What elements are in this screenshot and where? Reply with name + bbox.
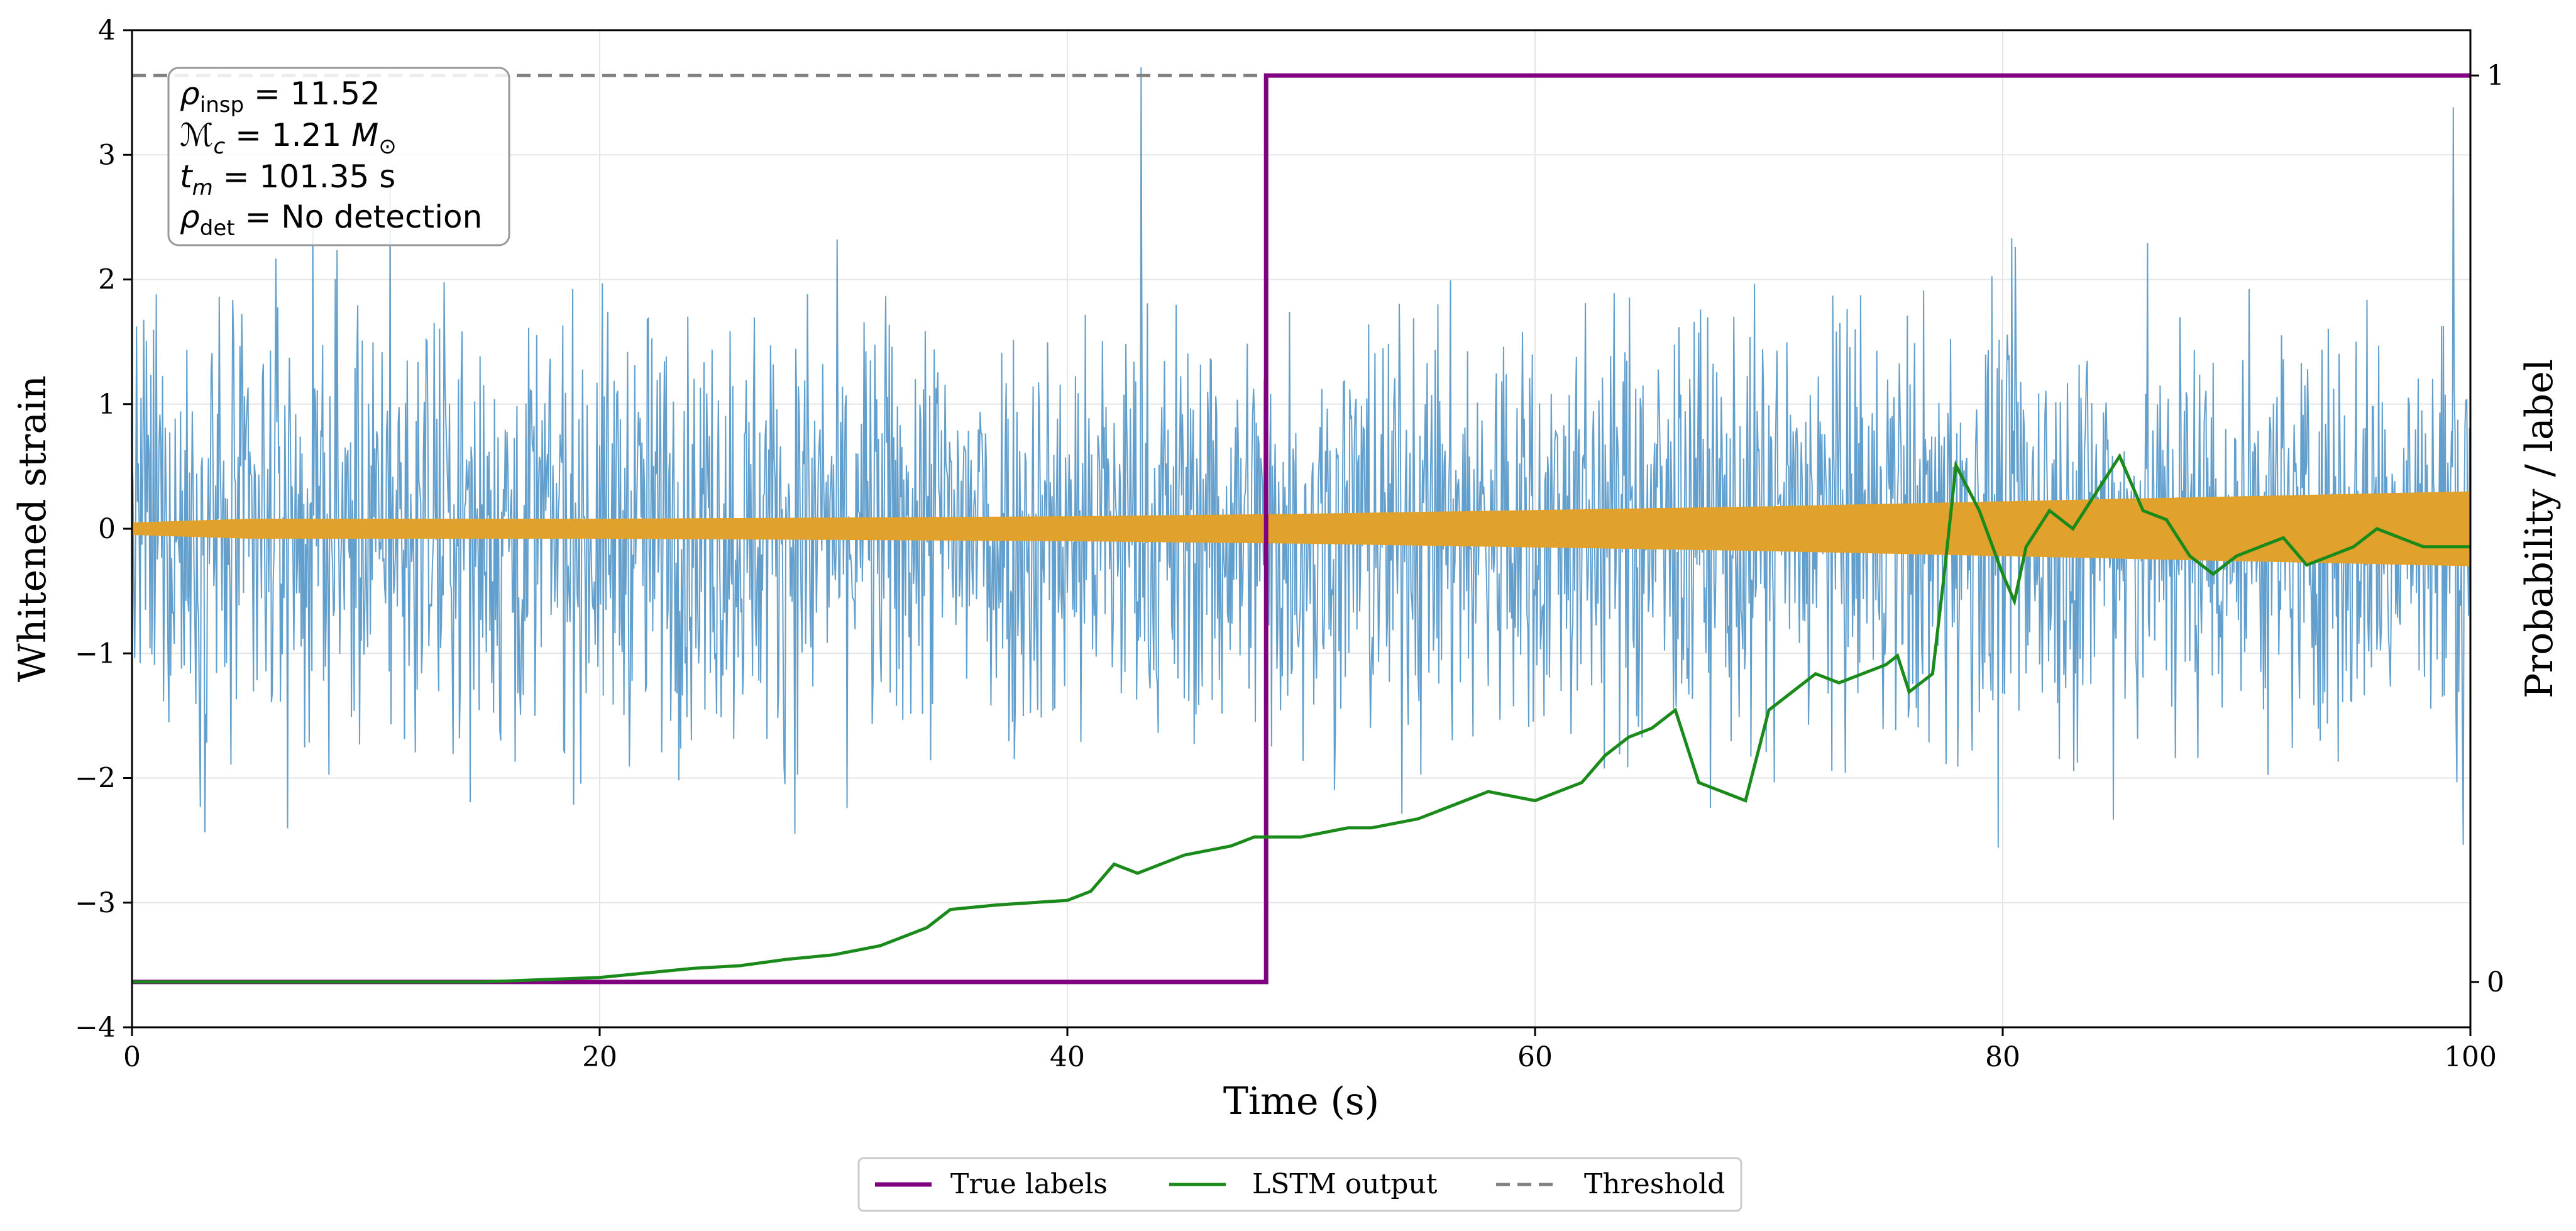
x-tick-label: 100 bbox=[2444, 1041, 2497, 1073]
x-axis-title: Time (s) bbox=[1223, 1079, 1379, 1123]
y-left-tick-label: 2 bbox=[98, 264, 116, 296]
y-left-tick-label: −4 bbox=[75, 1012, 116, 1044]
y-left-tick-label: −3 bbox=[75, 887, 116, 919]
annotation-rho-det: ρdet = No detection bbox=[180, 199, 482, 241]
y-left-tick-label: 1 bbox=[98, 389, 116, 421]
series-true-labels bbox=[132, 73, 2470, 985]
y-axis-right: 01 bbox=[2470, 60, 2504, 998]
y-left-tick-label: −1 bbox=[75, 638, 116, 670]
annotation-merger-time: tm = 101.35 s bbox=[180, 158, 395, 201]
legend-label-lstm-output: LSTM output bbox=[1252, 1168, 1438, 1200]
legend-item-lstm-output: LSTM output bbox=[1169, 1168, 1438, 1200]
x-axis: 0 20 40 60 80 100 bbox=[123, 1027, 2497, 1073]
annotation-box: ρinsp = 11.52 ℳc = 1.21 M⊙ tm = 101.35 s… bbox=[167, 67, 510, 246]
y-left-tick-label: 4 bbox=[98, 14, 116, 47]
annotation-frame bbox=[167, 67, 510, 246]
x-tick-label: 20 bbox=[582, 1041, 617, 1073]
y-left-tick-label: −2 bbox=[75, 763, 116, 795]
plot-area bbox=[132, 67, 2470, 985]
x-tick-label: 60 bbox=[1517, 1041, 1553, 1073]
legend-label-threshold: Threshold bbox=[1584, 1168, 1725, 1200]
y-axis-left-title: Whitened strain bbox=[11, 375, 55, 682]
series-template bbox=[132, 491, 2470, 566]
x-tick-label: 80 bbox=[1985, 1041, 2020, 1073]
x-tick-label: 40 bbox=[1050, 1041, 1085, 1073]
y-right-tick-label: 0 bbox=[2487, 966, 2504, 998]
legend-item-threshold: Threshold bbox=[1496, 1168, 1725, 1200]
y-axis-right-title: Probability / label bbox=[2518, 359, 2562, 698]
legend: True labels LSTM output Threshold bbox=[857, 1157, 1742, 1212]
annotation-rho-insp: ρinsp = 11.52 bbox=[180, 75, 380, 118]
y-left-tick-label: 3 bbox=[98, 139, 116, 171]
y-right-tick-label: 1 bbox=[2487, 60, 2504, 92]
y-left-tick-label: 0 bbox=[98, 513, 116, 545]
y-axis-left: −4 −3 −2 −1 0 1 2 3 4 bbox=[75, 14, 132, 1044]
legend-item-true-labels: True labels bbox=[875, 1168, 1108, 1200]
series-lstm-output bbox=[132, 453, 2470, 984]
legend-frame bbox=[857, 1157, 1742, 1212]
legend-label-true-labels: True labels bbox=[950, 1168, 1108, 1200]
x-tick-label: 0 bbox=[123, 1041, 141, 1073]
annotation-chirp-mass: ℳc = 1.21 M⊙ bbox=[180, 117, 397, 159]
